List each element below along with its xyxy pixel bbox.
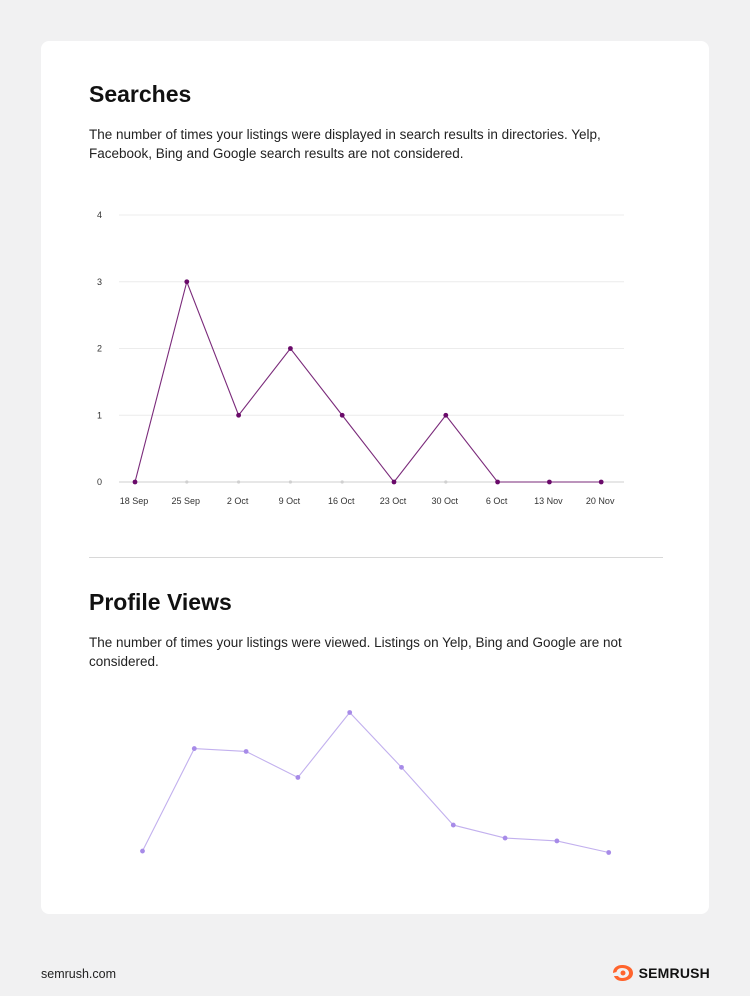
x-tick-mark	[237, 480, 241, 484]
searches-data-point[interactable]	[236, 412, 242, 418]
y-tick-label: 4	[97, 210, 102, 220]
section-divider	[89, 557, 663, 558]
profile-views-data-point[interactable]	[554, 838, 560, 844]
x-tick-label: 9 Oct	[279, 496, 301, 506]
semrush-logo: SEMRUSH	[612, 964, 710, 982]
profile-views-data-point[interactable]	[606, 850, 612, 855]
brand-name: SEMRUSH	[638, 965, 710, 981]
x-tick-label: 30 Oct	[432, 496, 459, 506]
searches-data-point[interactable]	[547, 479, 552, 485]
searches-data-point[interactable]	[495, 479, 500, 485]
y-tick-label: 0	[97, 477, 102, 487]
profile-views-data-point[interactable]	[450, 822, 456, 828]
y-tick-label: 2	[97, 344, 102, 354]
profile-views-data-point[interactable]	[191, 746, 197, 751]
y-tick-label: 1	[97, 410, 102, 420]
x-tick-label: 6 Oct	[486, 496, 508, 506]
x-tick-label: 18 Sep	[120, 496, 149, 506]
profile-views-data-point[interactable]	[502, 835, 508, 841]
x-tick-mark	[444, 480, 448, 484]
profile-views-chart	[140, 710, 612, 855]
searches-data-point[interactable]	[132, 479, 138, 485]
profile-views-description: The number of times your listings were v…	[89, 635, 622, 669]
report-card: Searches The number of times your listin…	[41, 41, 709, 914]
y-tick-label: 3	[97, 277, 102, 287]
x-tick-label: 20 Nov	[586, 496, 615, 506]
searches-data-point[interactable]	[339, 412, 345, 418]
searches-chart: 0 1 2 3 4 18 Sep 25 Sep 2 Oct 9 Oct 16 Oct 23 Oct 3…	[97, 210, 624, 506]
searches-data-point[interactable]	[391, 479, 397, 485]
searches-data-point[interactable]	[184, 279, 190, 285]
x-tick-label: 13 Nov	[534, 496, 563, 506]
profile-views-data-point[interactable]	[399, 764, 404, 770]
searches-data-point[interactable]	[598, 479, 604, 485]
searches-title: Searches	[89, 81, 192, 107]
searches-description: The number of times your listings were d…	[89, 127, 601, 161]
profile-views-data-point[interactable]	[295, 775, 301, 780]
profile-views-data-point[interactable]	[140, 848, 145, 854]
x-tick-label: 23 Oct	[380, 496, 407, 506]
x-tick-mark	[340, 480, 344, 484]
x-tick-label: 16 Oct	[328, 496, 355, 506]
x-tick-mark	[185, 480, 189, 484]
profile-views-data-point[interactable]	[243, 749, 249, 754]
profile-views-series-line	[142, 711, 609, 854]
profile-views-title: Profile Views	[89, 589, 232, 615]
searches-data-point[interactable]	[443, 412, 449, 418]
profile-views-data-point[interactable]	[347, 710, 353, 715]
x-tick-label: 2 Oct	[227, 496, 249, 506]
x-tick-mark	[288, 480, 292, 484]
footer-url[interactable]: semrush.com	[41, 967, 117, 981]
searches-data-point[interactable]	[288, 346, 293, 351]
semrush-flame-icon	[612, 965, 633, 981]
x-tick-label: 25 Sep	[172, 496, 201, 506]
searches-series-line	[134, 279, 602, 483]
